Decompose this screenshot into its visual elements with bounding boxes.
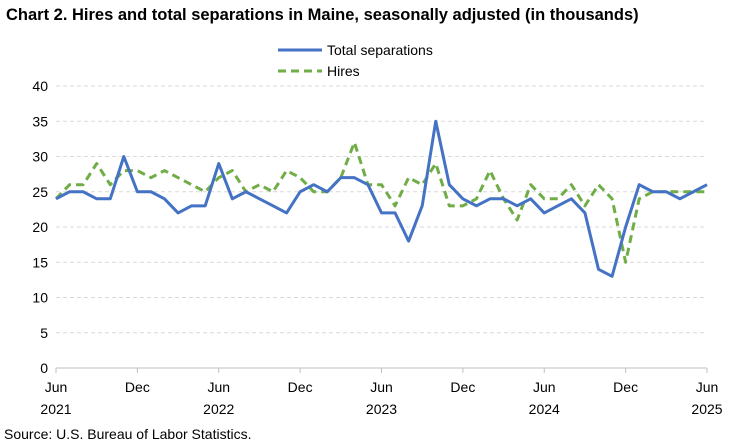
x-tick-label-month: Dec	[125, 379, 150, 395]
x-tick-label-month: Dec	[288, 379, 313, 395]
x-tick-label-month: Jun	[370, 379, 393, 395]
x-tick-label-year: 2023	[366, 401, 397, 417]
chart-title: Chart 2. Hires and total separations in …	[6, 6, 639, 24]
series-line-hires	[54, 140, 707, 264]
x-tick-label-month: Jun	[45, 379, 68, 395]
x-tick-label-year: 2025	[691, 401, 722, 417]
y-tick-label: 15	[32, 254, 48, 270]
x-tick-label-year: 2024	[529, 401, 560, 417]
y-tick-label: 25	[32, 184, 48, 200]
legend: Total separations Hires	[278, 42, 433, 79]
x-tick-label-year: 2022	[203, 401, 234, 417]
x-tick-label-month: Dec	[450, 379, 475, 395]
x-tick-label-month: Dec	[613, 379, 638, 395]
x-tick-label-month: Jun	[207, 379, 230, 395]
x-tick-label-month: Jun	[533, 379, 556, 395]
x-tick-label-year: 2021	[40, 401, 71, 417]
y-tick-label: 35	[32, 113, 48, 129]
y-tick-label: 40	[32, 78, 48, 94]
y-axis-tick-labels: 0 5 10 15 20 25 30 35 40	[32, 78, 48, 376]
y-tick-label: 30	[32, 149, 48, 165]
series-line-total-separations	[55, 119, 708, 278]
x-tick-label-month: Jun	[696, 379, 719, 395]
y-tick-label: 20	[32, 219, 48, 235]
source-note: Source: U.S. Bureau of Labor Statistics.	[4, 426, 252, 442]
y-tick-label: 5	[40, 325, 48, 341]
legend-label: Hires	[327, 63, 360, 79]
y-tick-label: 10	[32, 290, 48, 306]
y-tick-label: 0	[40, 360, 48, 376]
chart-series	[54, 119, 708, 278]
gridlines	[56, 85, 707, 334]
legend-label: Total separations	[327, 42, 433, 58]
x-axis: Jun 2021 Dec Jun 2022 Dec Jun 2023 Dec Jun 2024 Dec…	[40, 367, 723, 417]
